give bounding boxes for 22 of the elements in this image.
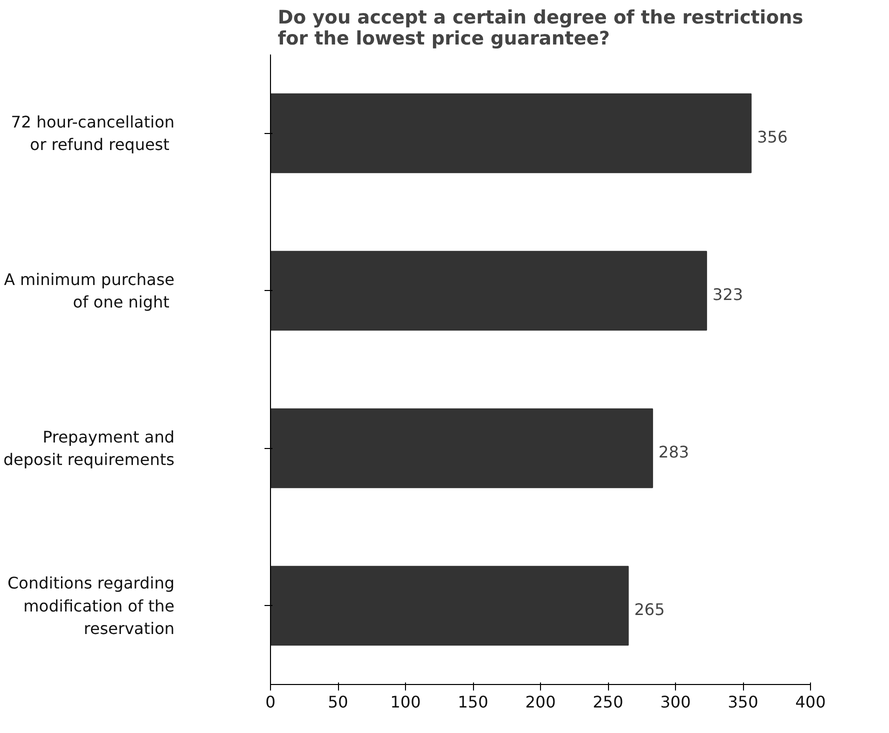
x-tick-label: 150 <box>458 692 488 712</box>
x-tick-label: 100 <box>390 692 421 712</box>
bar <box>270 93 752 174</box>
y-tick-label: 72 hour-cancellation or refund request <box>10 112 175 154</box>
data-label: 265 <box>634 600 665 619</box>
data-label: 283 <box>658 442 690 462</box>
y-tick-label: Conditions regarding modification of the reservation <box>8 573 174 638</box>
bar <box>270 566 629 646</box>
x-tick-label: 0 <box>265 692 276 712</box>
chart-title: Do you accept a certain degree of the restrictions for the lowest price guarantee? <box>278 8 804 50</box>
x-tick-label: 350 <box>728 692 758 712</box>
y-tick-label: Prepayment and deposit requirements <box>3 427 175 470</box>
bar <box>270 408 654 488</box>
y-tick-label: A minimum purchase of one night <box>4 270 175 312</box>
x-tick-label: 200 <box>525 692 556 712</box>
data-label: 323 <box>712 284 744 304</box>
bar <box>270 250 708 331</box>
x-tick-label: 400 <box>795 692 826 712</box>
x-tick-label: 50 <box>328 692 348 712</box>
data-label: 356 <box>757 127 788 146</box>
x-tick-label: 300 <box>660 692 691 712</box>
x-tick-label: 250 <box>592 692 624 712</box>
